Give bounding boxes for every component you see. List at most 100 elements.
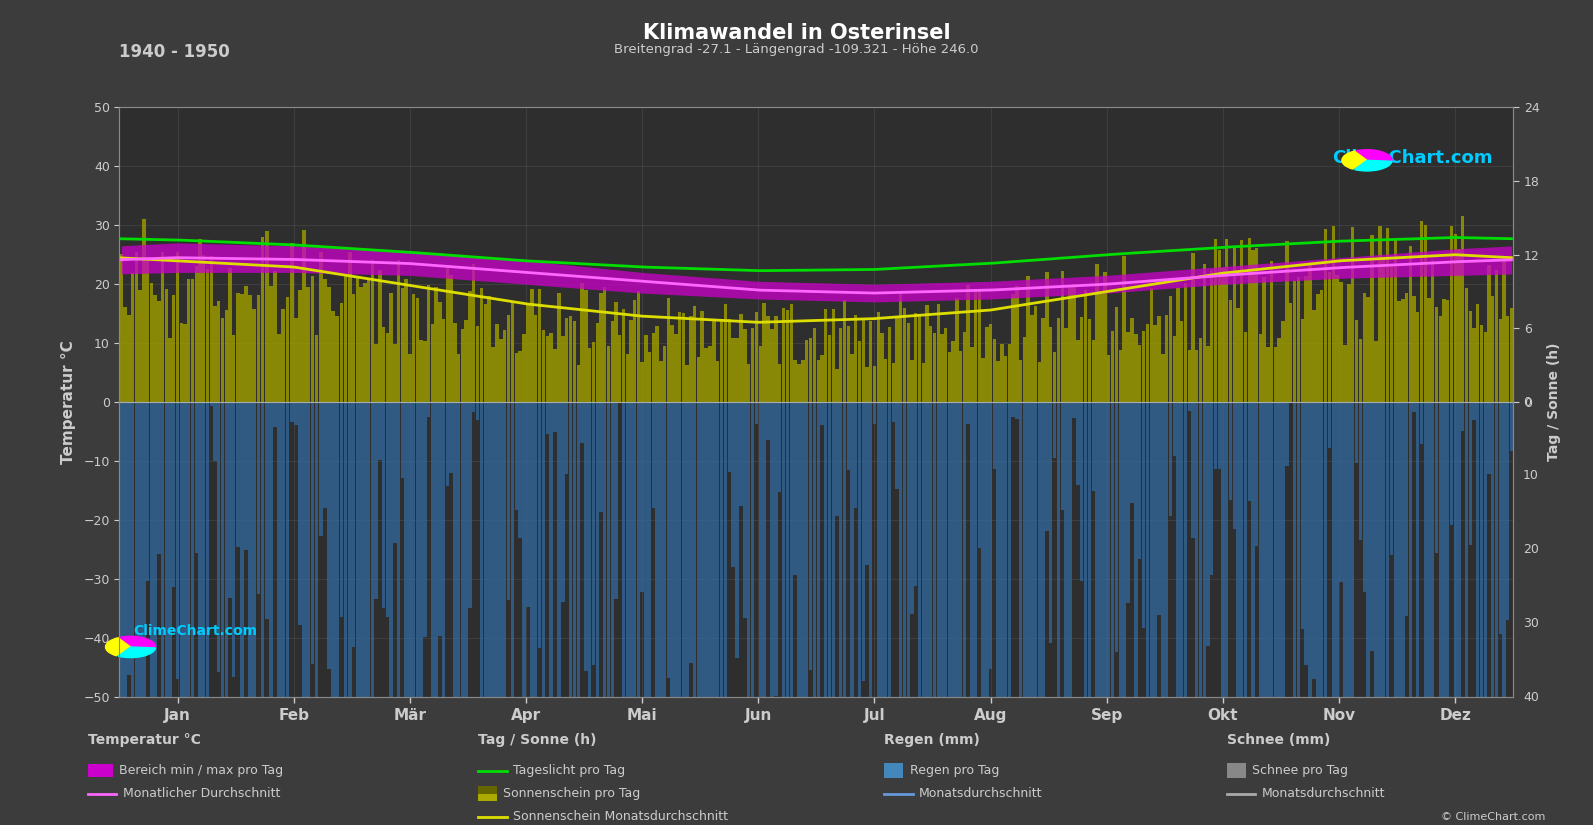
Bar <box>997 361 1000 403</box>
Bar <box>127 315 131 403</box>
Bar <box>1150 403 1153 722</box>
Bar <box>427 403 430 417</box>
Bar <box>430 324 433 403</box>
Bar <box>1195 351 1198 403</box>
Bar <box>903 309 906 403</box>
Bar <box>272 271 277 403</box>
Bar <box>241 403 244 733</box>
Bar <box>135 403 139 825</box>
Bar <box>290 403 293 422</box>
Bar <box>147 257 150 403</box>
Bar <box>696 356 699 403</box>
Bar <box>1446 403 1450 825</box>
Bar <box>723 304 726 403</box>
Text: Tageslicht pro Tag: Tageslicht pro Tag <box>513 764 624 777</box>
Bar <box>142 403 145 825</box>
Bar <box>840 403 843 819</box>
Bar <box>378 403 382 460</box>
Bar <box>1211 270 1214 403</box>
Bar <box>1408 246 1411 403</box>
Wedge shape <box>105 638 131 656</box>
Bar <box>252 309 256 403</box>
Bar <box>295 403 298 425</box>
Bar <box>1153 325 1157 403</box>
Bar <box>295 318 298 403</box>
Bar <box>1102 272 1107 403</box>
Bar <box>1176 403 1180 825</box>
Bar <box>290 243 293 403</box>
Bar <box>1316 403 1319 825</box>
Text: Monatlicher Durchschnitt: Monatlicher Durchschnitt <box>123 787 280 800</box>
Bar <box>671 403 674 825</box>
Bar <box>978 403 981 548</box>
Bar <box>1362 403 1367 592</box>
Bar <box>962 332 965 403</box>
Bar <box>1110 331 1115 403</box>
Bar <box>997 403 1000 787</box>
Bar <box>566 318 569 403</box>
Bar <box>1351 227 1354 403</box>
Bar <box>252 403 256 762</box>
Bar <box>1480 403 1483 825</box>
Bar <box>750 328 753 403</box>
Bar <box>233 403 236 677</box>
Bar <box>1494 403 1497 825</box>
Bar <box>1308 403 1311 825</box>
Bar <box>720 320 723 403</box>
Bar <box>1200 337 1203 403</box>
Bar <box>895 318 898 403</box>
Bar <box>1263 277 1266 403</box>
Bar <box>755 312 758 403</box>
Bar <box>1354 320 1359 403</box>
Bar <box>1348 284 1351 403</box>
Bar <box>610 403 613 825</box>
Bar <box>580 283 585 403</box>
Bar <box>127 403 131 676</box>
Y-axis label: Temperatur °C: Temperatur °C <box>61 340 76 464</box>
Bar <box>1477 304 1480 403</box>
Bar <box>558 294 561 403</box>
Bar <box>763 403 766 825</box>
Bar <box>1442 403 1446 825</box>
Bar <box>851 403 854 825</box>
Bar <box>1278 338 1281 403</box>
Bar <box>1362 293 1367 403</box>
Bar <box>840 328 843 403</box>
Bar <box>1228 300 1231 403</box>
Bar <box>371 403 374 743</box>
Bar <box>599 403 602 512</box>
Bar <box>264 232 269 403</box>
Bar <box>213 403 217 460</box>
Bar <box>1061 271 1064 403</box>
Bar <box>1214 403 1217 469</box>
Bar <box>655 403 660 825</box>
Bar <box>553 350 558 403</box>
Bar <box>1004 403 1007 825</box>
Bar <box>660 403 663 825</box>
Bar <box>366 278 370 403</box>
Bar <box>1048 328 1053 403</box>
Bar <box>1222 268 1225 403</box>
Bar <box>1424 403 1427 825</box>
Bar <box>940 403 943 825</box>
Bar <box>758 346 761 403</box>
Bar <box>1446 300 1450 403</box>
Bar <box>1088 403 1091 825</box>
Bar <box>739 314 742 403</box>
Bar <box>202 255 205 403</box>
Bar <box>355 403 358 825</box>
Bar <box>1042 318 1045 403</box>
Bar <box>191 403 194 825</box>
Bar <box>835 369 838 403</box>
Bar <box>876 313 879 403</box>
Text: ClimeChart.com: ClimeChart.com <box>1332 148 1493 167</box>
Bar <box>1192 403 1195 538</box>
Bar <box>1080 403 1083 581</box>
Bar <box>1096 403 1099 825</box>
Bar <box>323 280 327 403</box>
Bar <box>870 403 873 825</box>
Bar <box>906 323 910 403</box>
Bar <box>210 403 213 406</box>
Bar <box>446 266 449 403</box>
Bar <box>679 312 682 403</box>
